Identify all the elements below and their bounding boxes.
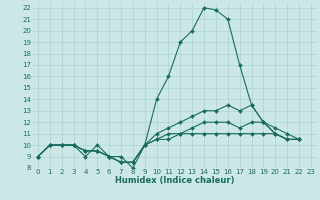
X-axis label: Humidex (Indice chaleur): Humidex (Indice chaleur): [115, 176, 234, 185]
